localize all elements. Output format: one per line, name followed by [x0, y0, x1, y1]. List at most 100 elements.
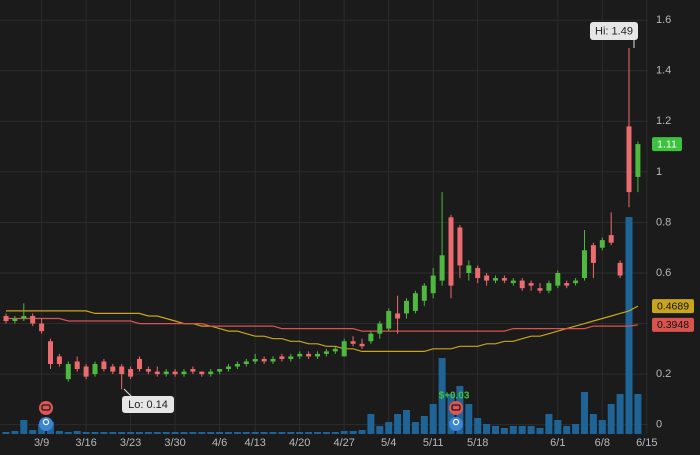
volume-bar	[394, 414, 402, 434]
volume-bar	[109, 432, 117, 434]
volume-bar	[483, 424, 491, 434]
volume-bar	[447, 394, 455, 434]
candle-body	[386, 310, 392, 329]
candle-body	[350, 341, 356, 344]
volume-bar	[554, 420, 562, 434]
price-tag-text: 0.3948	[657, 319, 689, 331]
candle-body	[21, 315, 27, 319]
candle-body	[368, 333, 374, 342]
volume-bar	[2, 432, 10, 434]
candle-body	[110, 366, 116, 372]
candle-body	[626, 126, 632, 193]
earnings-icon[interactable]	[39, 401, 53, 415]
candle-body	[546, 283, 552, 291]
volume-bar	[581, 392, 588, 434]
lo-connector	[123, 388, 133, 398]
y-tick-label: 0.2	[656, 368, 671, 380]
volume-bar	[518, 426, 526, 434]
candle-body	[555, 273, 561, 286]
volume-bar	[367, 414, 375, 434]
lo-label: Lo: 0.14	[122, 388, 174, 413]
candle-body	[243, 361, 249, 364]
candle-body	[537, 288, 543, 291]
lo-text: Lo: 0.14	[128, 399, 168, 411]
volume-bar	[153, 432, 161, 434]
y-tick-label: 0.8	[656, 216, 671, 228]
volume-bar	[474, 418, 482, 434]
candle-body	[635, 144, 641, 177]
candle-body	[39, 323, 45, 332]
x-tick-label: 5/18	[467, 437, 488, 449]
volume-bar	[251, 432, 259, 434]
candle-body	[199, 371, 205, 375]
candle-body	[226, 366, 231, 370]
candle-body	[510, 280, 516, 284]
candle-body	[3, 315, 9, 322]
volume-bar	[225, 432, 232, 434]
volume-bar	[233, 432, 241, 434]
candle-body	[252, 358, 258, 362]
candle-body	[395, 313, 401, 319]
candle-body	[501, 278, 507, 281]
candle-body	[466, 265, 472, 273]
volume-bar	[278, 432, 286, 434]
plot-underlay	[0, 0, 648, 434]
volume-bar	[11, 431, 19, 434]
x-tick-label: 4/27	[333, 437, 354, 449]
candle-body	[190, 369, 196, 372]
x-tick-label: 3/30	[164, 437, 185, 449]
volume-bar	[589, 414, 597, 434]
candle-body	[519, 280, 525, 289]
volume-bar	[29, 430, 37, 434]
volume-bar	[118, 432, 126, 434]
volume-bar	[634, 394, 642, 434]
earnings-icon[interactable]	[449, 401, 463, 415]
volume-bar	[420, 416, 428, 434]
volume-bar	[358, 430, 366, 434]
x-tick-label: 4/6	[212, 437, 227, 449]
volume-bar	[465, 404, 473, 434]
candle-body	[288, 356, 294, 359]
volume-bar	[91, 432, 99, 434]
volume-bar	[55, 431, 63, 434]
candle-body	[564, 283, 570, 286]
x-tick-label: 5/4	[381, 437, 396, 449]
candle-body	[315, 353, 320, 357]
candle-body	[30, 315, 36, 324]
volume-bar	[216, 432, 224, 434]
candle-body	[377, 323, 383, 334]
icon-glyph	[452, 418, 460, 426]
volume-bar	[260, 432, 268, 434]
volume-bar	[305, 432, 313, 434]
icon-glyph	[41, 404, 51, 411]
candle-body	[12, 318, 18, 322]
plot	[3, 48, 641, 390]
volume-bar	[144, 432, 152, 434]
volume-bar	[314, 432, 321, 434]
candle-body	[323, 351, 329, 354]
candle-body	[306, 353, 312, 357]
lo-box	[122, 396, 174, 413]
candle-body	[181, 371, 187, 375]
candle-body	[74, 361, 80, 370]
candle-body	[599, 240, 605, 248]
price-tag-text: 0.4689	[657, 300, 689, 312]
volume-bar	[162, 432, 170, 434]
volume-bar	[322, 432, 330, 434]
volume-bar	[198, 432, 206, 434]
candle-body	[341, 341, 347, 357]
volume-bar	[100, 432, 108, 434]
candle-body	[430, 275, 436, 294]
volume-bar	[572, 424, 580, 434]
volume-bar	[242, 432, 250, 434]
candle-body	[163, 371, 169, 375]
volume-bar	[269, 432, 277, 434]
volume-bar	[189, 432, 197, 434]
price-tag-text: 1.11	[657, 138, 677, 150]
volume-bar	[340, 431, 348, 434]
x-tick-label: 3/16	[75, 437, 96, 449]
icon-glyph	[42, 418, 50, 426]
volume-bar	[73, 431, 81, 434]
candle-body	[608, 235, 614, 243]
